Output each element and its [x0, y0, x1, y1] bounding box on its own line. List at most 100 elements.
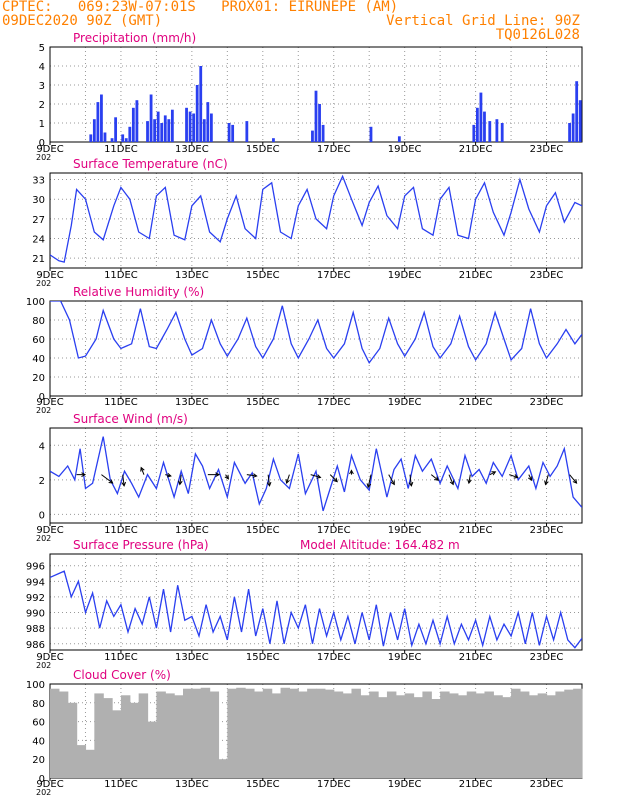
wind-vector-head	[166, 472, 172, 478]
x-tick-label: 9DEC	[36, 270, 63, 281]
y-tick-label: 2	[39, 476, 45, 487]
cloud-bar	[289, 688, 299, 778]
wind-vector-shaft	[286, 474, 290, 484]
precip-bar	[156, 111, 160, 142]
wind-title: Surface Wind (m/s)	[73, 412, 188, 426]
y-tick-label: 988	[26, 624, 45, 635]
precip-bar	[209, 113, 213, 142]
wind-vector-shaft	[140, 467, 145, 475]
x-tick-label: 11DEC	[104, 779, 138, 790]
wind-vector-shaft	[267, 474, 271, 486]
y-tick-label: 996	[26, 562, 45, 573]
y-tick-label: 0	[39, 138, 45, 149]
x-tick-label: 15DEC	[246, 397, 280, 408]
y-tick-label: 30	[32, 195, 45, 206]
precip-bar	[167, 119, 171, 142]
precip-bar	[245, 121, 249, 142]
wind-vector	[489, 471, 497, 476]
cloud-bar	[457, 695, 468, 778]
x-tick-label: 11DEC	[104, 397, 138, 408]
cloud-bar	[120, 695, 131, 778]
wind-vector-head	[252, 473, 258, 478]
cloud-bar	[129, 702, 140, 778]
precip-bar	[479, 92, 483, 142]
pres-line	[50, 570, 582, 649]
cloud-bar	[413, 697, 423, 778]
precip-bar	[571, 113, 575, 142]
wind-vector-shaft	[310, 474, 321, 478]
wind-vector-shaft	[509, 474, 518, 478]
wind-vector-shaft	[545, 474, 549, 485]
cloud-bar	[67, 702, 78, 778]
y-tick-label: 3	[39, 81, 45, 92]
cloud-bar	[218, 759, 228, 778]
cloud-bar	[156, 691, 166, 778]
cloud-bar	[573, 688, 583, 778]
y-tick-label: 2	[39, 100, 45, 111]
x-tick-label: 19DEC	[388, 525, 422, 536]
x-tick-label: 23DEC	[530, 144, 564, 155]
wind-vector-head	[285, 479, 290, 485]
plot-frame	[49, 172, 583, 269]
wind-vector-head	[81, 472, 87, 477]
cloud-bar	[360, 695, 370, 778]
wind-vector-shaft	[367, 474, 372, 488]
cloud-title: Cloud Cover (%)	[73, 668, 171, 682]
x-tick-label: 17DEC	[317, 779, 351, 790]
y-tick-label: 60	[32, 718, 45, 729]
wind-panel: 0 2 4 Surface Wind (m/s) 9DEC 11DEC 13DEC 15DEC…	[36, 412, 583, 543]
wind-vector	[121, 474, 127, 487]
precip-bar	[475, 107, 479, 142]
cloud-bar	[307, 688, 317, 778]
y-tick-label: 20	[32, 755, 45, 766]
x-tick-label: 9DEC	[36, 525, 63, 536]
y-tick-label: 60	[32, 335, 45, 346]
wind-vector-shaft	[569, 474, 577, 484]
precip-bar	[578, 100, 582, 142]
wind-vector-head	[266, 481, 272, 487]
plot-frame	[49, 300, 583, 397]
x-tick-label: 21DEC	[459, 144, 493, 155]
wind-vector	[509, 474, 519, 479]
precip-bar	[163, 115, 167, 142]
rh-line	[50, 301, 582, 365]
precip-bar	[92, 119, 96, 142]
x-tick-label: 9DEC	[36, 397, 63, 408]
precip-bar	[96, 102, 100, 142]
y-tick-label: 80	[32, 699, 45, 710]
x-tick-label: 9DEC	[36, 779, 63, 790]
cloud-bar	[475, 693, 486, 778]
wind-vector	[285, 474, 290, 485]
temp-line	[50, 174, 582, 263]
wind-vector-head	[449, 480, 455, 486]
wind-line	[50, 436, 582, 512]
wind-vector	[366, 474, 372, 489]
x-tick-label: 11DEC	[104, 652, 138, 663]
wind-vector	[165, 472, 172, 478]
y-tick-label: 0	[39, 392, 45, 403]
pres-panel: 986 988 990 992 994 996 Surface Pressure (hPa)…	[26, 538, 583, 670]
y-tick-label: 990	[26, 609, 45, 620]
wind-vector	[266, 474, 272, 487]
cloud-bar	[236, 687, 246, 778]
x-tick-label: 23DEC	[530, 270, 564, 281]
y-tick-label: 40	[32, 736, 45, 747]
x-tick-label: 15DEC	[246, 525, 280, 536]
precip-bar	[188, 111, 192, 142]
wind-vector-head	[121, 481, 127, 487]
wind-vector-shaft	[329, 474, 338, 482]
precip-bar	[575, 81, 579, 142]
y-tick-label: 100	[26, 297, 45, 308]
cloud-bar	[50, 688, 60, 778]
precip-bar	[206, 102, 210, 142]
year-label: 202	[36, 153, 51, 162]
wind-vector	[246, 473, 258, 478]
cloud-bar	[85, 749, 95, 778]
wind-vector	[177, 474, 183, 486]
y-tick-label: 0	[39, 510, 45, 521]
x-tick-label: 21DEC	[459, 525, 493, 536]
rh-panel: 0 20 40 60 80 100 Relative Humidity (%) 9DEC 11D…	[26, 285, 583, 415]
wind-vector-head	[528, 476, 533, 482]
cloud-bar	[112, 710, 122, 778]
precip-bar	[131, 107, 135, 142]
